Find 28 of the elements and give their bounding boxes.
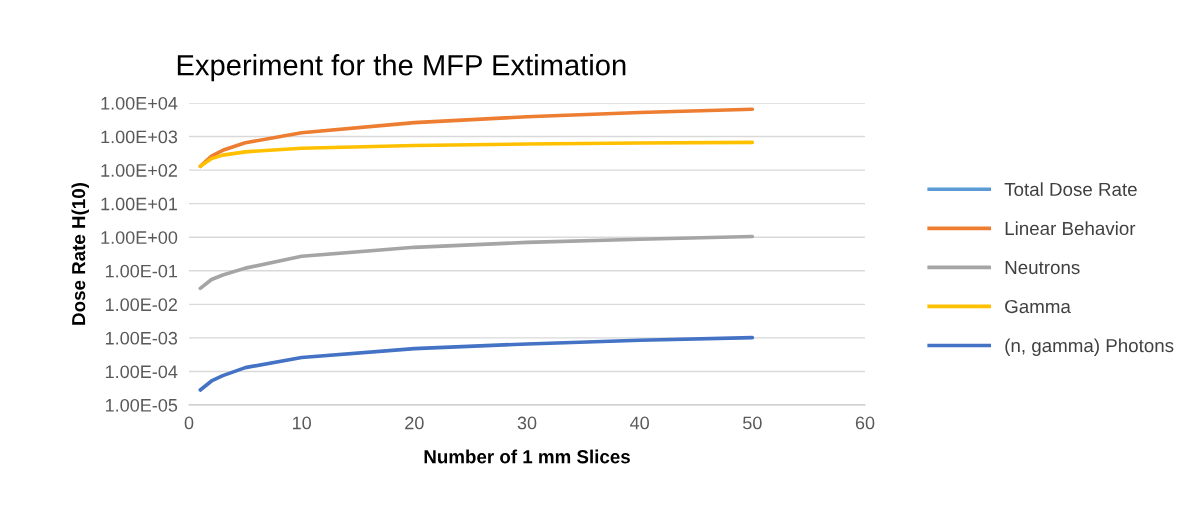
x-tick-label: 50: [743, 416, 762, 430]
legend-label: Linear Behavior: [1005, 221, 1136, 236]
legend-label: Neutrons: [1005, 261, 1080, 275]
x-tick-label: 30: [517, 416, 537, 430]
y-tick-label: 1.00E+01: [101, 197, 178, 211]
y-tick-label: 1.00E+02: [101, 164, 177, 177]
line-series: [198, 335, 755, 392]
y-tick-label: 1.00E+00: [101, 231, 178, 244]
line-series: [198, 234, 755, 291]
y-tick-label: 1.00E-01: [105, 264, 178, 278]
x-tick-label: 10: [293, 416, 311, 430]
x-tick-label: 0: [184, 416, 194, 430]
y-tick-label: 1.00E-02: [105, 298, 177, 312]
y-tick-label: 1.00E-03: [105, 331, 178, 345]
y-tick-label: 1.00E-04: [105, 365, 178, 379]
x-axis-title: Number of 1 mm Slices: [424, 449, 630, 464]
x-tick-label: 40: [630, 416, 649, 430]
chart-title: Experiment for the MFP Extimation: [177, 54, 626, 82]
legend-label: Gamma: [1005, 299, 1071, 314]
legend-label: Total Dose Rate: [1004, 182, 1137, 197]
y-axis-title: Dose Rate H(10): [71, 183, 89, 325]
line-series: [198, 140, 755, 169]
legend-label: (n, gamma) Photons: [1005, 338, 1174, 356]
x-tick-label: 20: [405, 416, 424, 430]
x-tick-label: 60: [855, 416, 875, 430]
y-tick-label: 1.00E+04: [101, 96, 178, 110]
y-tick-label: 1.00E-05: [105, 398, 178, 412]
y-tick-label: 1.00E+03: [101, 130, 178, 144]
